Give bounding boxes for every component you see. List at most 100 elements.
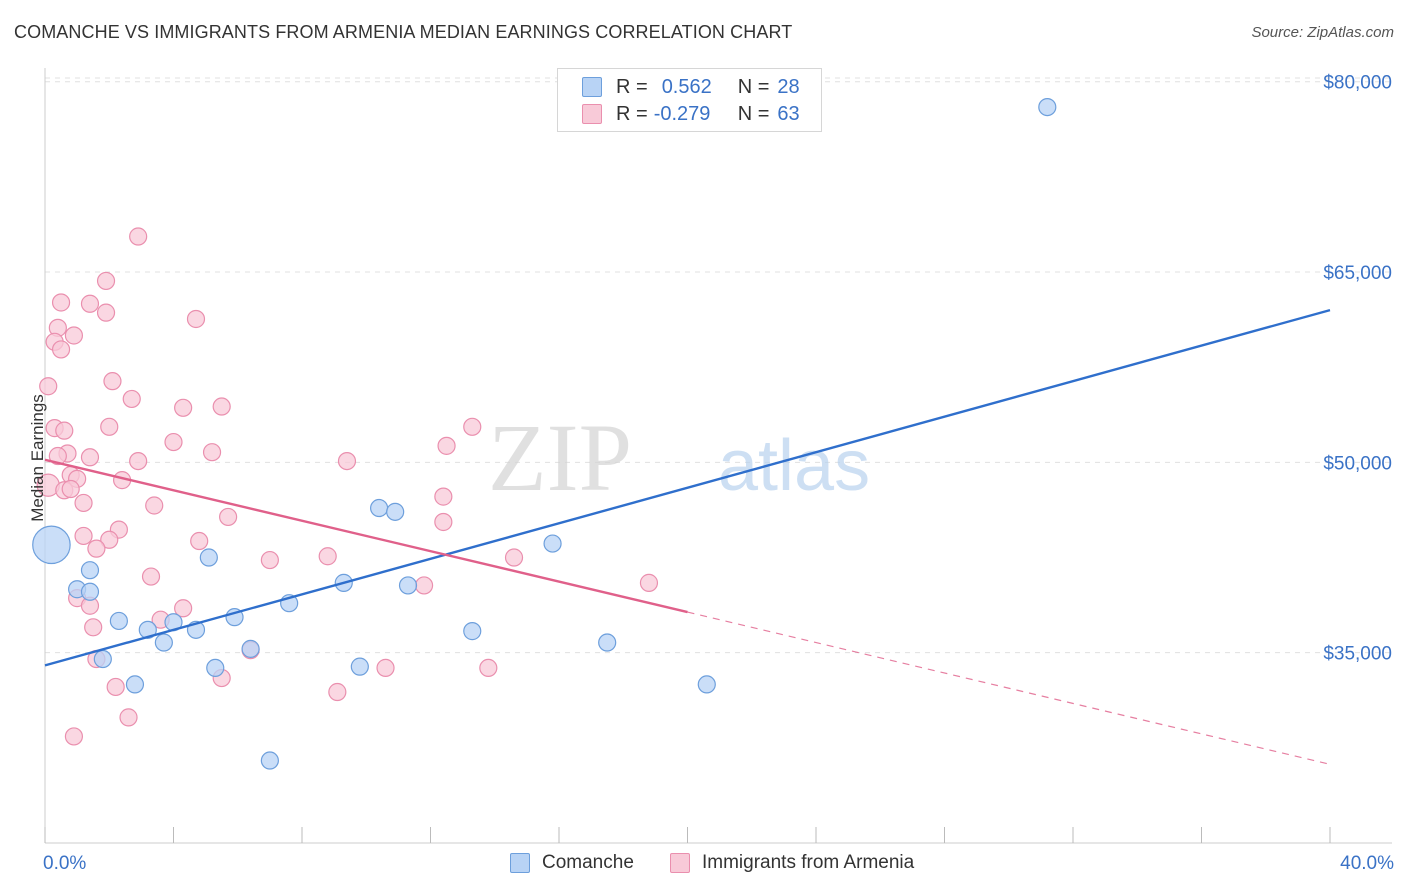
grid-lines — [45, 77, 1392, 654]
armenia-point — [504, 548, 524, 567]
watermark-zip: ZIP — [488, 404, 632, 511]
armenia-point — [639, 573, 659, 592]
legend-r-label: R = — [616, 102, 648, 125]
comanche-point — [370, 498, 389, 518]
armenia-point — [145, 496, 164, 515]
comanche-point — [109, 611, 128, 631]
comanche-point — [463, 622, 482, 641]
bottom-legend-comanche: Comanche — [510, 852, 634, 874]
comanche-point — [543, 534, 562, 553]
trend-line-armenia-extension — [687, 611, 1331, 765]
bottom-legend-armenia: Immigrants from Armenia — [670, 852, 914, 874]
comanche-point — [398, 576, 418, 595]
bottom-legend-label-comanche: Comanche — [542, 852, 634, 873]
armenia-point — [80, 294, 100, 313]
legend-row-comanche: R = 0.562 N = 28 — [558, 74, 800, 100]
armenia-point — [48, 446, 67, 466]
armenia-point — [64, 326, 84, 345]
armenia-point — [212, 397, 231, 416]
armenia-point — [328, 682, 347, 702]
comanche-point — [350, 657, 369, 676]
watermark-atlas: atlas — [718, 426, 870, 506]
comanche-point — [154, 633, 173, 652]
armenia-point — [190, 531, 209, 551]
comanche-point — [32, 525, 71, 565]
source-credit: Source: ZipAtlas.com — [1251, 24, 1394, 41]
legend-r-value: 0.562 — [661, 75, 712, 98]
series-comanche — [32, 97, 1057, 770]
y-tick-label: $35,000 — [1323, 644, 1392, 665]
trend-line-armenia — [44, 458, 688, 614]
x-tick-labels: 0.0% 40.0% — [43, 853, 1394, 874]
armenia-point — [84, 618, 103, 637]
axes — [44, 68, 1392, 844]
comanche-point — [125, 675, 145, 694]
armenia-point — [87, 539, 106, 558]
armenia-point — [186, 309, 206, 329]
armenia-point — [260, 550, 279, 570]
comanche-point — [598, 633, 617, 652]
armenia-point — [74, 493, 93, 513]
armenia-point — [219, 507, 238, 527]
y-tick-label: $80,000 — [1323, 73, 1392, 94]
armenia-point — [174, 599, 193, 618]
armenia-point — [64, 727, 84, 746]
comanche-point — [697, 675, 716, 694]
legend-row-armenia: R = -0.279 N = 63 — [558, 101, 800, 127]
legend-n-value: 63 — [777, 102, 800, 125]
bottom-legend: Comanche Immigrants from Armenia — [0, 852, 1406, 878]
comanche-point — [206, 658, 225, 678]
armenia-point — [318, 547, 337, 566]
armenia-point — [74, 526, 93, 546]
armenia-point — [100, 530, 119, 549]
armenia-point — [119, 708, 138, 727]
bottom-legend-label-armenia: Immigrants from Armenia — [702, 852, 915, 873]
armenia-point — [61, 479, 80, 499]
armenia-point — [202, 443, 222, 462]
comanche-point — [80, 582, 100, 601]
armenia-point — [129, 451, 148, 471]
comanche-point — [1038, 97, 1057, 117]
chart-title: COMANCHE VS IMMIGRANTS FROM ARMENIA MEDI… — [14, 22, 793, 42]
armenia-point — [55, 421, 74, 440]
legend-n-value: 28 — [777, 75, 800, 98]
x-tick-label: 0.0% — [43, 853, 86, 874]
comanche-point — [138, 620, 157, 639]
y-tick-label: $50,000 — [1323, 453, 1392, 474]
armenia-point — [103, 372, 122, 391]
legend-r-label: R = — [616, 75, 648, 98]
comanche-point — [199, 548, 218, 567]
armenia-point — [414, 576, 434, 595]
armenia-point — [129, 227, 148, 246]
legend-swatch-armenia — [582, 104, 602, 124]
comanche-point — [260, 751, 279, 770]
trend-lines — [44, 308, 1331, 765]
armenia-point — [80, 448, 100, 467]
legend-n-label: N = — [737, 75, 770, 98]
armenia-point — [141, 567, 161, 586]
watermark: ZIP atlas — [488, 404, 870, 511]
armenia-point — [96, 303, 116, 322]
armenia-point — [337, 451, 357, 471]
stats-legend: R = 0.562 N = 28 R = -0.279 N = 63 — [557, 68, 822, 132]
armenia-point — [96, 271, 116, 291]
legend-n-label: N = — [737, 102, 770, 125]
legend-r-value: -0.279 — [653, 102, 711, 125]
armenia-point — [164, 432, 183, 452]
armenia-point — [39, 377, 58, 396]
armenia-point — [463, 417, 482, 436]
y-tick-labels: $35,000 $50,000 $65,000 $80,000 — [1323, 73, 1392, 665]
comanche-point — [93, 649, 112, 669]
trend-line-comanche — [44, 308, 1331, 667]
armenia-point — [434, 487, 453, 506]
y-axis-label: Median Earnings — [28, 394, 47, 522]
armenia-point — [51, 340, 71, 359]
x-tick-label: 40.0% — [1340, 853, 1394, 874]
comanche-point — [241, 639, 260, 658]
armenia-point — [437, 436, 456, 455]
armenia-point — [51, 293, 71, 312]
y-tick-label: $65,000 — [1323, 263, 1392, 284]
armenia-point — [122, 389, 141, 409]
armenia-point — [479, 658, 498, 678]
